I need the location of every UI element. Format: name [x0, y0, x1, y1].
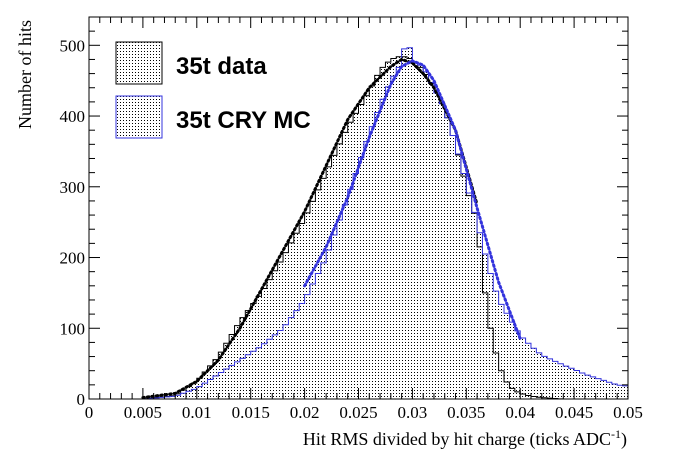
x-tick-label: 0 [85, 403, 94, 422]
legend-swatch-data [115, 41, 163, 85]
fit-curve-0 [141, 57, 479, 400]
x-tick-label: 0.01 [182, 403, 212, 422]
series-1 [89, 47, 629, 400]
legend-swatch-mc [115, 95, 163, 139]
x-tick-label: 0.045 [555, 403, 593, 422]
legend-label-mc: 35t CRY MC [176, 107, 311, 134]
x-tick-label: 0.02 [290, 403, 320, 422]
y-tick-label: 500 [60, 36, 86, 55]
y-tick-label: 200 [60, 249, 86, 268]
x-tick-label: 0.03 [398, 403, 428, 422]
x-tick-label: 0.025 [339, 403, 377, 422]
x-tick-label: 0.05 [613, 403, 643, 422]
fit-curve-1 [303, 59, 522, 341]
y-tick-label: 0 [77, 390, 86, 409]
x-axis-title: Hit RMS divided by hit charge (ticks ADC… [303, 427, 627, 450]
y-tick-label: 300 [60, 178, 86, 197]
y-tick-label: 100 [60, 319, 86, 338]
x-tick-label: 0.035 [447, 403, 485, 422]
x-tick-label: 0.015 [232, 403, 270, 422]
y-axis-title: Number of hits [15, 20, 35, 129]
x-tick-label: 0.005 [124, 403, 162, 422]
legend: 35t data 35t CRY MC [115, 41, 311, 139]
x-tick-label: 0.04 [505, 403, 535, 422]
histogram-series-1 [89, 47, 629, 400]
legend-label-data: 35t data [176, 53, 267, 80]
y-tick-label: 400 [60, 107, 86, 126]
